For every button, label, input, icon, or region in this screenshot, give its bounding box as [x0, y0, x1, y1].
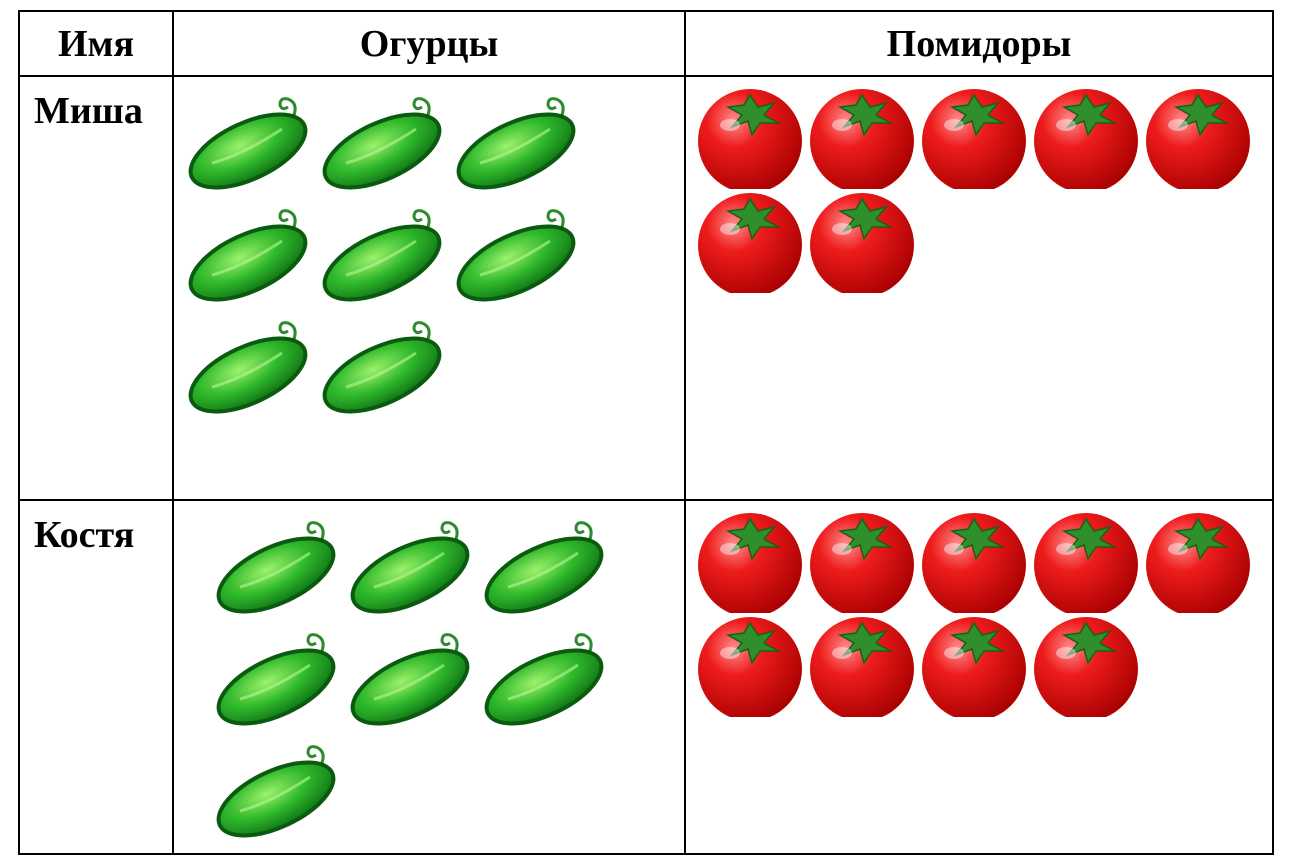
cucumber: [316, 96, 452, 193]
icon-group: [174, 77, 684, 421]
header-cell: Огурцы: [172, 10, 686, 77]
tomato: [697, 512, 803, 613]
cucumber: [344, 632, 480, 729]
tomato: [1033, 616, 1139, 717]
name-cell: Миша: [18, 75, 174, 501]
cucumber: [182, 320, 318, 417]
icon-group: [686, 501, 1272, 717]
cucumber-cell: [172, 499, 686, 855]
tomato: [697, 88, 803, 189]
cucumber: [478, 520, 614, 617]
icon-group: [686, 77, 1272, 293]
cucumber: [210, 744, 346, 841]
icon-group: [174, 501, 684, 845]
cucumber: [316, 208, 452, 305]
table: Имя Огурцы Помидоры Миша Костя: [18, 10, 1274, 855]
header-cell: Помидоры: [684, 10, 1274, 77]
cucumber: [450, 96, 586, 193]
cucumber: [344, 520, 480, 617]
name-cell: Костя: [18, 499, 174, 855]
tomato: [697, 192, 803, 293]
tomato: [921, 616, 1027, 717]
tomato: [697, 616, 803, 717]
cucumber: [210, 520, 346, 617]
tomato: [809, 616, 915, 717]
cucumber: [182, 208, 318, 305]
cucumber: [316, 320, 452, 417]
tomato: [1033, 512, 1139, 613]
tomato: [1145, 512, 1251, 613]
tomato: [921, 512, 1027, 613]
tomato: [1145, 88, 1251, 189]
row: Костя: [18, 499, 1274, 855]
tomato: [809, 88, 915, 189]
tomato: [921, 88, 1027, 189]
cucumber: [182, 96, 318, 193]
row: Миша: [18, 75, 1274, 501]
header-cell: Имя: [18, 10, 174, 77]
header-row: Имя Огурцы Помидоры: [18, 10, 1274, 77]
cucumber: [210, 632, 346, 729]
cucumber: [478, 632, 614, 729]
tomato: [809, 512, 915, 613]
cucumber: [450, 208, 586, 305]
tomato-cell: [684, 75, 1274, 501]
cucumber-cell: [172, 75, 686, 501]
page: Имя Огурцы Помидоры Миша Костя (() => { …: [18, 10, 1274, 855]
tomato: [1033, 88, 1139, 189]
tomato-cell: [684, 499, 1274, 855]
tomato: [809, 192, 915, 293]
